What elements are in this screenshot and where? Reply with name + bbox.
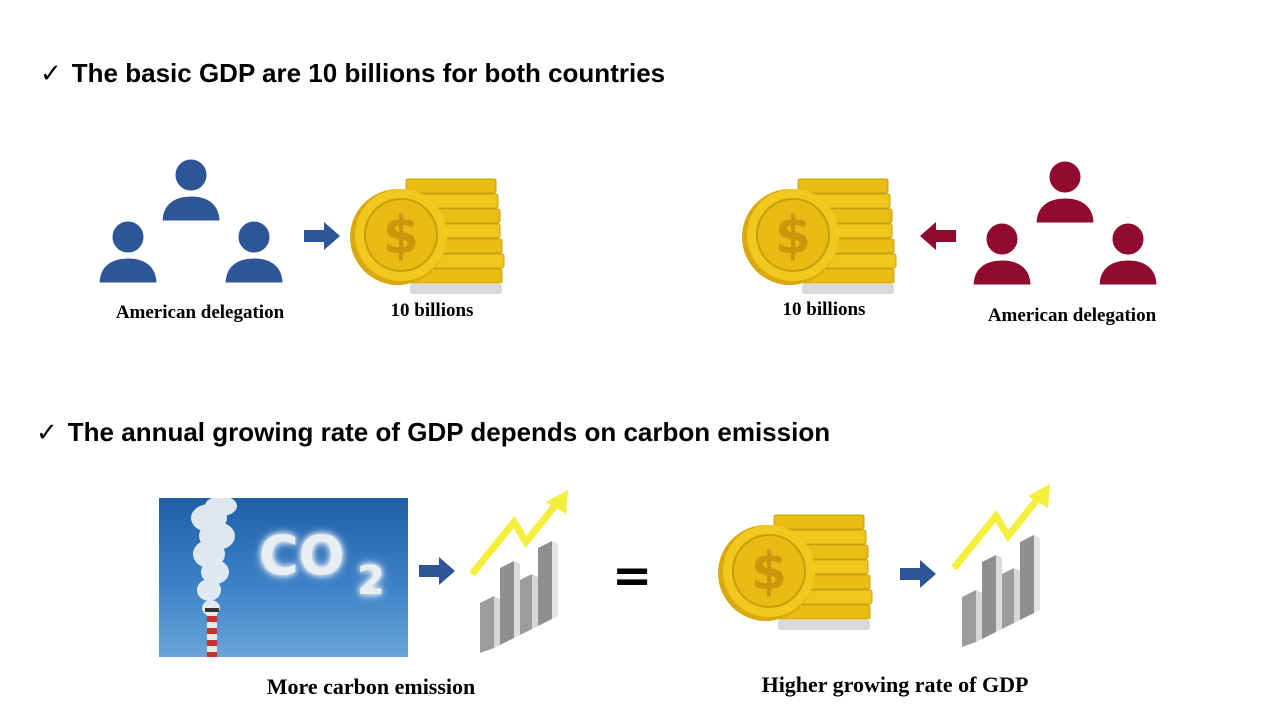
equals-sign: =: [612, 548, 653, 604]
right-money-label: 10 billions: [782, 299, 866, 320]
left-coin-stack-icon: [348, 177, 508, 297]
left-arrow-icon: [920, 222, 956, 250]
smoke-plume-icon: [191, 498, 237, 657]
right-arrow-icon: [419, 557, 455, 585]
growth-chart-icon: [952, 482, 1052, 647]
heading-basic-gdp-text: The basic GDP are 10 billions for both c…: [71, 58, 666, 88]
heading-basic-gdp: ✓ The basic GDP are 10 billions for both…: [40, 58, 665, 89]
left-delegation-label: American delegation: [115, 302, 285, 323]
right-delegation-people-icon: [970, 160, 1160, 288]
smokestack-co2-photo: CO 2: [159, 498, 408, 657]
right-delegation-label: American delegation: [987, 305, 1157, 326]
growth-chart-icon: [470, 488, 570, 653]
heading-growth-rate: ✓ The annual growing rate of GDP depends…: [36, 417, 830, 448]
left-delegation-people-icon: [96, 158, 286, 286]
heading-growth-rate-text: The annual growing rate of GDP depends o…: [67, 417, 831, 447]
checkmark-icon: ✓: [36, 417, 58, 447]
more-carbon-caption: More carbon emission: [266, 674, 476, 699]
higher-growth-caption: Higher growing rate of GDP: [761, 672, 1029, 697]
bottom-coin-stack-icon: [716, 513, 876, 633]
left-money-label: 10 billions: [390, 300, 474, 321]
co2-subscript-text: 2: [357, 558, 385, 604]
right-arrow-icon: [304, 222, 340, 250]
co2-cloud-text: CO: [259, 524, 345, 587]
right-arrow-icon: [900, 560, 936, 588]
checkmark-icon: ✓: [40, 58, 62, 88]
right-coin-stack-icon: [740, 177, 900, 297]
